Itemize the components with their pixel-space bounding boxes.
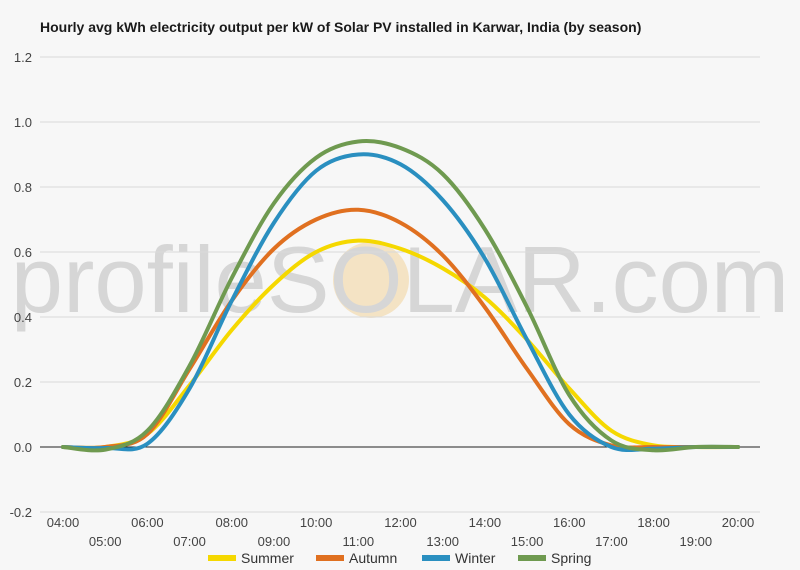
legend-label-autumn: Autumn: [349, 550, 397, 566]
series-line-winter: [61, 152, 740, 453]
legend-label-summer: Summer: [241, 550, 294, 566]
x-tick-label: 20:00: [722, 515, 755, 530]
y-tick-label: 0.6: [14, 245, 32, 260]
series-line-spring: [61, 139, 740, 453]
legend-swatch-winter: [422, 555, 450, 561]
x-tick-label: 06:00: [131, 515, 164, 530]
x-tick-label: 13:00: [426, 534, 459, 549]
x-tick-label: 14:00: [469, 515, 502, 530]
legend-swatch-spring: [518, 555, 546, 561]
chart-title: Hourly avg kWh electricity output per kW…: [40, 19, 642, 35]
x-tick-label: 07:00: [173, 534, 206, 549]
x-tick-label: 12:00: [384, 515, 417, 530]
y-tick-label: 0.4: [14, 310, 32, 325]
y-tick-label: 1.2: [14, 50, 32, 65]
y-axis: -0.2 0.0 0.2 0.4 0.6 0.8 1.0 1.2: [10, 50, 32, 520]
x-tick-label: 05:00: [89, 534, 122, 549]
watermark-sun-icon: [333, 242, 409, 318]
series-line-summer: [61, 238, 740, 450]
x-tick-label: 11:00: [343, 534, 375, 549]
watermark-text: profileSOLAR.com: [11, 227, 789, 332]
y-tick-label: 1.0: [14, 115, 32, 130]
legend-swatch-autumn: [316, 555, 344, 561]
legend-label-winter: Winter: [455, 550, 496, 566]
x-tick-label: 19:00: [680, 534, 713, 549]
x-tick-label: 18:00: [637, 515, 670, 530]
x-tick-label: 16:00: [553, 515, 586, 530]
series-lines: [61, 139, 740, 453]
x-axis: 04:00 05:00 06:00 07:00 08:00 09:00 10:00 11:00…: [47, 515, 755, 549]
x-tick-label: 10:00: [300, 515, 333, 530]
legend-label-spring: Spring: [551, 550, 591, 566]
y-tick-label: 0.0: [14, 440, 32, 455]
legend: Summer Autumn Winter Spring: [208, 550, 591, 566]
y-tick-label: -0.2: [10, 505, 32, 520]
x-tick-label: 08:00: [215, 515, 248, 530]
watermark: profileSOLAR.com: [11, 227, 789, 332]
x-tick-label: 04:00: [47, 515, 80, 530]
x-tick-label: 17:00: [595, 534, 628, 549]
x-tick-label: 15:00: [511, 534, 544, 549]
x-tick-label: 09:00: [258, 534, 291, 549]
y-tick-label: 0.8: [14, 180, 32, 195]
legend-swatch-summer: [208, 555, 236, 561]
y-tick-label: 0.2: [14, 375, 32, 390]
